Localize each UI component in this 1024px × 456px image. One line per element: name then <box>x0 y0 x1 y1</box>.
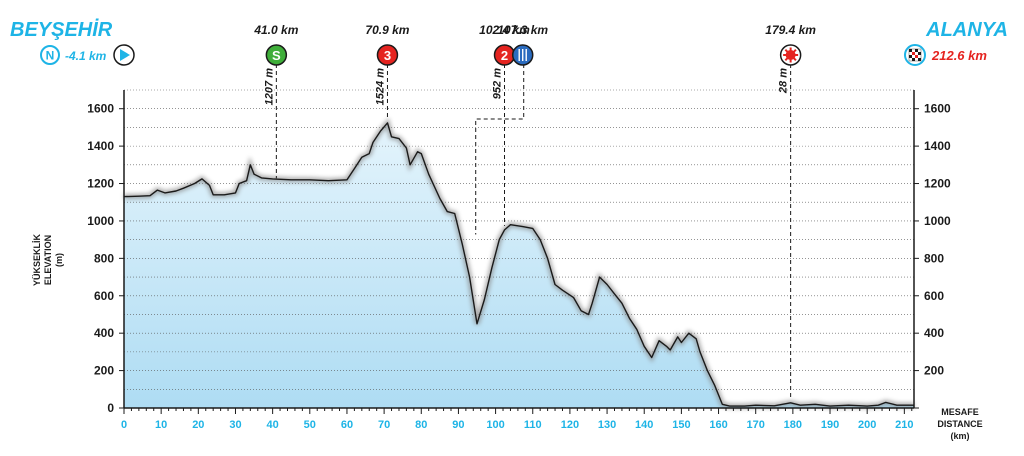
bonus-icon-ray <box>784 57 789 62</box>
y-tick-label-right: 200 <box>924 364 944 378</box>
marker-badge-label: 3 <box>384 48 391 63</box>
finish-city: ALANYA <box>925 19 1008 41</box>
bonus-icon-ray <box>792 57 797 62</box>
x-tick-label: 130 <box>598 419 616 431</box>
x-tick-label: 140 <box>635 419 653 431</box>
x-tick-label: 170 <box>747 419 765 431</box>
start-icon <box>113 44 135 66</box>
markers-layer: 41.0 km S 1207 m 70.9 km 3 1524 m 102.4 km 2 952… <box>253 23 816 399</box>
marker-climb: 102.4 km 2 952 m <box>479 23 530 226</box>
profile-area <box>124 122 914 409</box>
x-tick-label: 120 <box>561 419 579 431</box>
profile-line-layer <box>123 117 914 409</box>
marker-km-label: 179.4 km <box>765 23 816 37</box>
start-offset: -4.1 km <box>65 49 107 63</box>
x-tick-label: 180 <box>784 419 802 431</box>
x-tick-label: 20 <box>192 419 204 431</box>
marker-badge <box>376 44 399 66</box>
x-tick-label: 210 <box>895 419 913 431</box>
x-tick-label: 150 <box>672 419 690 431</box>
marker-badge-label: 2 <box>501 48 508 63</box>
y-tick-label-left: 400 <box>94 326 114 340</box>
y-tick-label-left: 200 <box>94 364 114 378</box>
y-axis-title-tr: YÜKSEKLİK <box>32 234 42 287</box>
marker-km-label: 41.0 km <box>253 23 298 37</box>
north-badge: N <box>40 45 60 65</box>
x-tick-label: 50 <box>304 419 316 431</box>
axes-layer: 0 10 20 30 40 50 60 70 80 90 100 110 120 130 140 150 160… <box>87 90 951 431</box>
bonus-icon-ray <box>792 48 797 53</box>
profile-fill-layer <box>124 122 914 409</box>
y-tick-label-left: 600 <box>94 289 114 303</box>
marker-feed: 107.3 km <box>475 23 548 235</box>
y-axis-title: YÜKSEKLİK ELEVATION (m) <box>32 234 64 287</box>
y-axis-title-unit: (m) <box>54 253 64 267</box>
y-tick-label-right: 800 <box>924 251 944 265</box>
marker-elevation-label: 952 m <box>492 68 504 99</box>
marker-km-label: 107.3 km <box>497 23 548 37</box>
y-tick-label-right: 600 <box>924 289 944 303</box>
finish-distance: 212.6 km <box>931 48 987 63</box>
x-axis-title-tr: MESAFE <box>941 407 979 417</box>
marker-elevation-label: 1207 m <box>263 68 275 106</box>
y-tick-label-right: 1200 <box>924 177 951 191</box>
marker-elevation-label: 28 m <box>778 68 790 94</box>
x-tick-label: 30 <box>229 419 241 431</box>
y-tick-label-right: 1400 <box>924 139 951 153</box>
feed-zone-icon <box>511 44 534 66</box>
x-tick-label: 90 <box>452 419 464 431</box>
x-axis-title-unit: (km) <box>950 431 969 441</box>
y-tick-label-left: 0 <box>107 401 114 415</box>
finish-flag-icon <box>904 44 926 66</box>
y-tick-label-right: 1000 <box>924 214 951 228</box>
x-tick-label: 70 <box>378 419 390 431</box>
y-tick-label-right: 400 <box>924 326 944 340</box>
marker-bonus: 179.4 km 28 m <box>765 23 816 399</box>
marker-km-label: 102.4 km <box>479 23 530 37</box>
y-axis-title-en: ELEVATION <box>43 235 53 285</box>
start-city: BEYŞEHİR <box>10 18 113 41</box>
x-tick-label: 100 <box>486 419 504 431</box>
y-tick-label-left: 800 <box>94 251 114 265</box>
x-tick-label: 80 <box>415 419 427 431</box>
y-tick-label-left: 1000 <box>87 214 114 228</box>
x-tick-label: 160 <box>709 419 727 431</box>
marker-sprint: 41.0 km S 1207 m <box>253 23 299 179</box>
feed-connector-line <box>475 64 525 235</box>
x-axis-title-en: DISTANCE <box>937 419 982 429</box>
marker-elevation-label: 1524 m <box>374 68 386 106</box>
x-axis-title: MESAFE DISTANCE (km) <box>937 407 982 441</box>
marker-badge-label: S <box>272 48 281 63</box>
profile-line <box>123 122 914 407</box>
x-tick-label: 200 <box>858 419 876 431</box>
x-tick-label: 110 <box>524 419 542 431</box>
y-tick-label-left: 1200 <box>87 177 114 191</box>
bonus-icon-core <box>785 50 796 60</box>
marker-badge <box>265 44 288 66</box>
bonus-icon-ray <box>784 48 789 53</box>
marker-km-label: 70.9 km <box>365 23 409 37</box>
x-tick-label: 40 <box>267 419 279 431</box>
north-badge-label: N <box>46 49 55 63</box>
y-tick-label-left: 1600 <box>87 102 114 116</box>
y-tick-label-right: 1600 <box>924 102 951 116</box>
x-tick-label: 60 <box>341 419 353 431</box>
x-tick-label: 10 <box>155 419 167 431</box>
x-tick-label: 190 <box>821 419 839 431</box>
bonus-sprint-icon <box>779 44 802 66</box>
y-tick-label-left: 1400 <box>87 139 114 153</box>
x-tick-label: 0 <box>121 419 127 431</box>
marker-climb: 70.9 km 3 1524 m <box>365 23 410 119</box>
